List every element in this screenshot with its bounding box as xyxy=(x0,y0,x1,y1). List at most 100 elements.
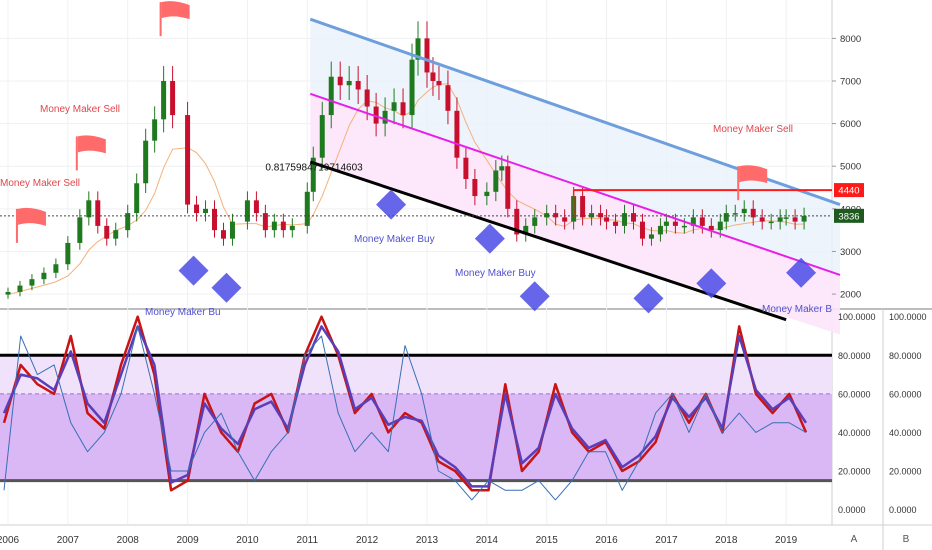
candle-body xyxy=(86,200,92,218)
osc-band-lower xyxy=(0,393,832,481)
candle-body xyxy=(505,166,511,209)
annotation-label: Money Maker B xyxy=(762,304,832,315)
buy-diamond-icon xyxy=(786,257,817,288)
osc-series-3 xyxy=(3,325,807,501)
candle-body xyxy=(598,213,604,218)
channel-upper-fill xyxy=(310,19,840,275)
resistance-price-badge xyxy=(834,183,864,198)
axis-letter-b[interactable]: B xyxy=(903,534,910,545)
axis-letter-a[interactable]: A xyxy=(851,534,858,545)
candle-body xyxy=(262,213,268,231)
time-tick-label: 2016 xyxy=(595,535,618,546)
candle-body xyxy=(589,213,595,218)
candle-body xyxy=(657,225,663,235)
candle-body xyxy=(723,213,729,222)
candle-body xyxy=(319,115,325,158)
annotation-label: Money Maker Sell xyxy=(0,178,80,189)
candle-body xyxy=(328,76,334,116)
buy-diamond-icon xyxy=(211,272,242,303)
buy-diamond-icon xyxy=(633,283,664,314)
candle-body xyxy=(5,291,11,295)
candle-body xyxy=(220,230,226,239)
price-tick-label: 8000 xyxy=(840,34,861,45)
candle-body xyxy=(430,72,436,81)
candle-body xyxy=(759,217,765,222)
candle-body xyxy=(143,140,149,184)
candle-body xyxy=(304,191,310,226)
last-price-label: 3836 xyxy=(838,211,859,222)
candle-body xyxy=(699,217,705,226)
candle-body xyxy=(454,110,460,158)
sell-flag-icon xyxy=(159,2,162,37)
time-tick-label: 2015 xyxy=(536,535,559,546)
osc-band-upper xyxy=(0,355,832,394)
candle-body xyxy=(229,221,235,239)
time-tick-label: 2019 xyxy=(775,535,798,546)
osc-tick-label-a: 60.0000 xyxy=(838,389,871,399)
buy-diamond-icon xyxy=(696,268,727,299)
time-tick-label: 2014 xyxy=(476,535,499,546)
osc-tick-label-b: 80.0000 xyxy=(889,351,922,361)
candle-body xyxy=(777,217,783,222)
time-tick-label: 2012 xyxy=(356,535,379,546)
candle-body xyxy=(639,221,645,239)
candle-body xyxy=(382,110,388,124)
candle-body xyxy=(472,179,478,197)
candle-body xyxy=(562,217,568,222)
candle-body xyxy=(463,157,469,180)
candle-body xyxy=(630,213,636,222)
candle-body xyxy=(672,221,678,226)
osc-tick-label-a: 20.0000 xyxy=(838,467,871,477)
annotation-label: Money Maker Sell xyxy=(713,124,793,135)
candle-body xyxy=(194,204,200,214)
candle-body xyxy=(717,221,723,231)
candle-body xyxy=(95,200,101,226)
candle-body xyxy=(29,279,35,286)
candle-body xyxy=(373,106,379,124)
candle-body xyxy=(484,191,490,197)
sell-flag-cloth xyxy=(161,1,190,20)
candle-body xyxy=(161,80,167,120)
price-tick-label: 3000 xyxy=(840,247,861,258)
candle-body xyxy=(391,102,397,111)
candle-body xyxy=(424,38,430,73)
time-tick-label: 2017 xyxy=(655,535,678,546)
candle-body xyxy=(499,166,505,171)
osc-tick-label-a: 100.0000 xyxy=(838,312,876,322)
buy-diamond-icon xyxy=(178,255,209,286)
price-tick-label: 2000 xyxy=(840,290,861,301)
candle-body xyxy=(65,242,71,265)
oscillator-pane xyxy=(0,315,832,501)
time-tick-label: 2008 xyxy=(117,535,140,546)
candle-body xyxy=(741,208,747,214)
osc-tick-label-b: 100.0000 xyxy=(889,312,927,322)
candle-body xyxy=(280,221,286,231)
sell-flag-cloth xyxy=(77,135,106,154)
candle-body xyxy=(253,200,259,214)
osc-tick-label-b: 0.0000 xyxy=(889,505,917,515)
candle-body xyxy=(544,213,550,218)
candle-body xyxy=(152,119,158,141)
candle-body xyxy=(580,196,586,218)
candle-body xyxy=(613,221,619,226)
candle-body xyxy=(415,38,421,60)
candle-body xyxy=(553,213,559,218)
candle-body xyxy=(134,183,140,214)
candle-body xyxy=(436,80,442,86)
fib-level-label: 0.8175984719714603 xyxy=(265,162,363,173)
candle-body xyxy=(310,157,316,192)
candle-body xyxy=(409,59,415,116)
sell-flag-cloth xyxy=(17,207,46,226)
candle-body xyxy=(125,213,131,231)
sell-flag-icon xyxy=(75,136,78,171)
annotation-label: Money Maker Buy xyxy=(354,234,435,245)
candle-body xyxy=(185,115,191,205)
candle-body xyxy=(77,217,83,243)
price-tick-label: 6000 xyxy=(840,119,861,130)
candle-body xyxy=(244,200,250,222)
candle-body xyxy=(532,217,538,226)
candles xyxy=(5,21,807,299)
candle-body xyxy=(792,217,798,222)
time-tick-label: 2010 xyxy=(236,535,259,546)
